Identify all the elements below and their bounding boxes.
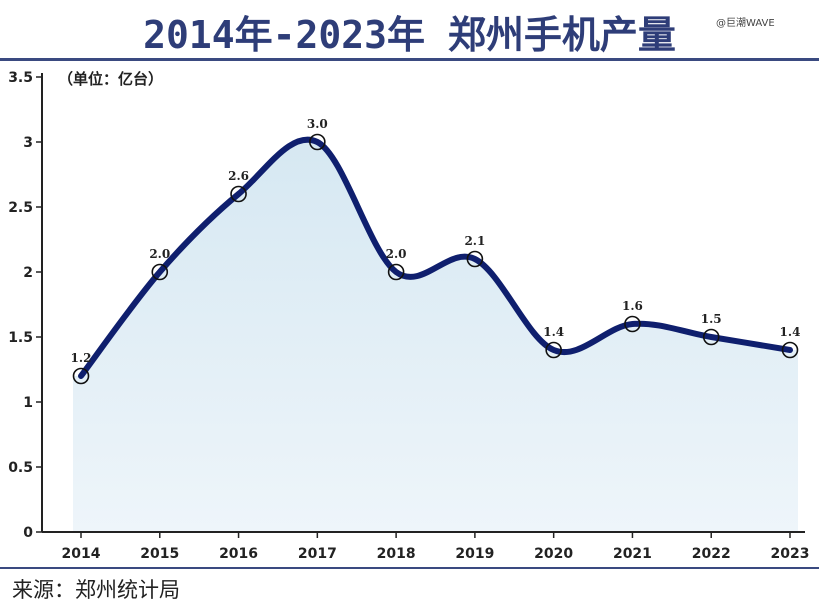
x-tick-label: 2015 [140, 546, 179, 562]
x-tick-label: 2022 [692, 546, 731, 562]
y-tick-label: 2.5 [8, 200, 33, 216]
data-point [545, 341, 562, 359]
y-tick-label: 3 [23, 135, 33, 151]
page-title: 2014年-2023年 郑州手机产量 [143, 13, 676, 57]
x-tick-label: 2018 [377, 546, 416, 562]
y-tick-label: 1 [23, 395, 33, 411]
source-note: 来源：郑州统计局 [12, 578, 180, 602]
data-label: 1.4 [780, 325, 801, 339]
y-tick-label: 0.5 [8, 460, 33, 476]
data-label: 1.6 [622, 299, 643, 313]
data-point [781, 341, 799, 359]
y-tick-label: 3.5 [8, 70, 33, 86]
title-rule [0, 58, 819, 61]
data-label: 2.1 [464, 234, 485, 248]
x-tick-label: 2014 [62, 546, 101, 562]
data-label: 1.2 [71, 351, 92, 365]
data-point [151, 263, 169, 281]
x-tick-label: 2016 [219, 546, 258, 562]
x-tick-label: 2020 [534, 546, 573, 562]
data-point [230, 185, 247, 203]
area-fill [73, 139, 798, 532]
data-point [624, 315, 641, 333]
x-tick-label: 2023 [771, 546, 810, 562]
data-point [387, 263, 405, 281]
unit-label: （单位：亿台） [58, 70, 163, 88]
data-label: 1.5 [701, 312, 722, 326]
x-tick-label: 2021 [613, 546, 652, 562]
y-tick-label: 0 [23, 525, 33, 541]
data-point [72, 367, 90, 385]
series-line [78, 136, 793, 379]
y-tick-label: 2 [23, 265, 33, 281]
x-tick-label: 2017 [298, 546, 337, 562]
data-label: 2.0 [149, 247, 170, 261]
data-label: 2.0 [386, 247, 407, 261]
footer-rule [0, 567, 819, 569]
x-tick-label: 2019 [455, 546, 494, 562]
data-label: 2.6 [228, 169, 249, 183]
data-label: 3.0 [307, 117, 328, 131]
data-label: 1.4 [543, 325, 564, 339]
data-point [702, 328, 720, 346]
data-point [309, 133, 326, 151]
watermark: @巨潮WAVE [716, 18, 775, 29]
data-point [466, 250, 484, 268]
y-tick-label: 1.5 [8, 330, 33, 346]
line-chart: 0 0.5 1 1.5 2 2.5 3 3.5 2014 2015 2016 2017 2018 2019… [8, 70, 810, 562]
